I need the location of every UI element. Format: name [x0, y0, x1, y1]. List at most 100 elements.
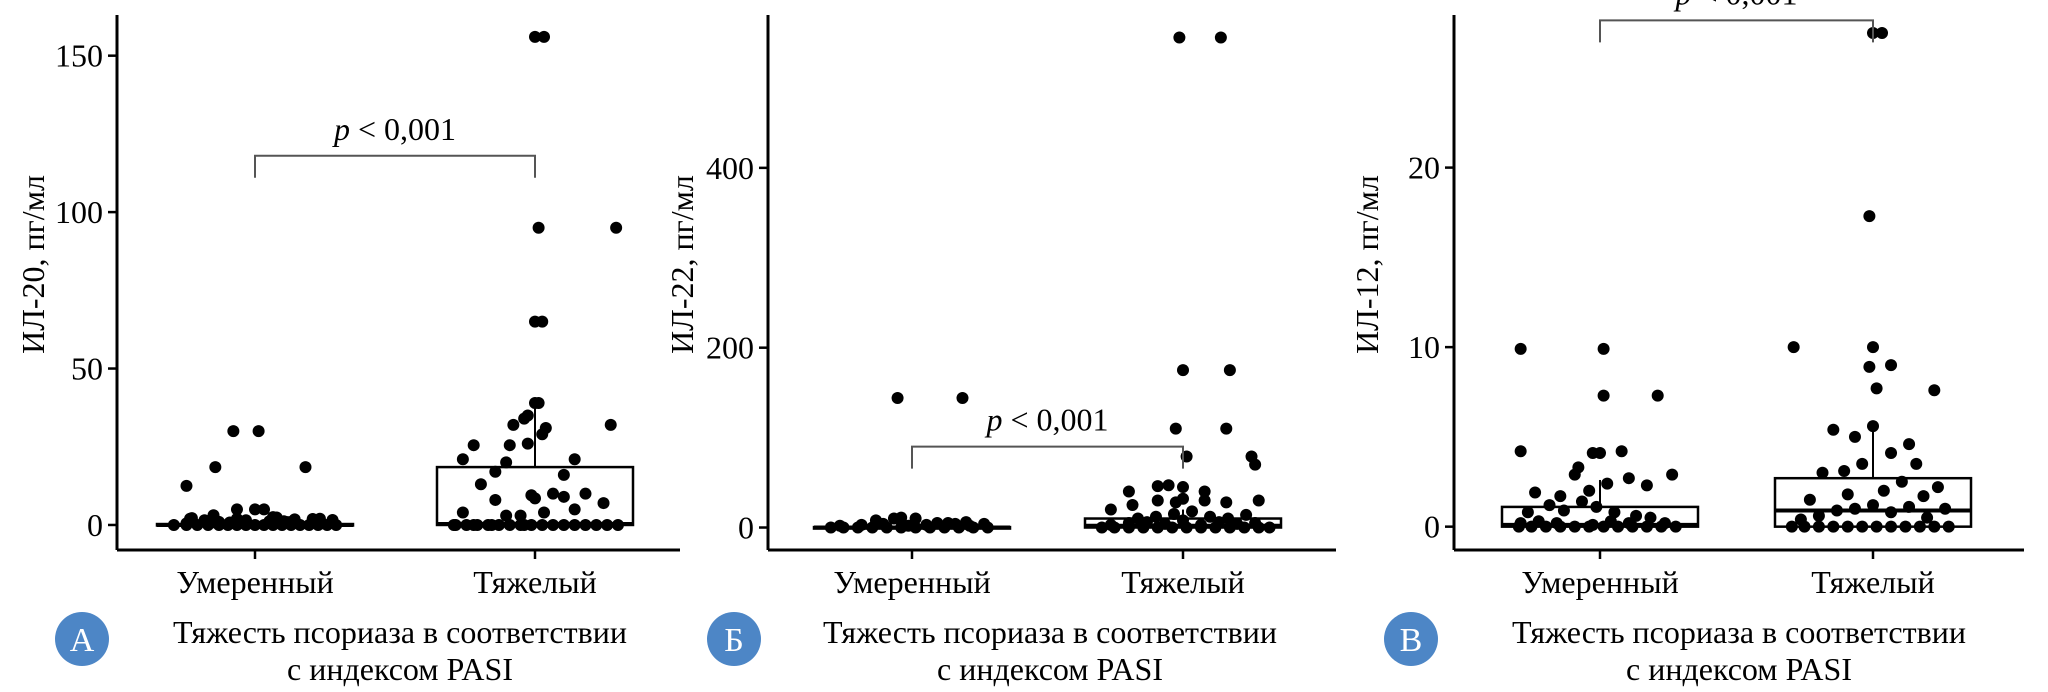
data-point: [1223, 364, 1236, 377]
data-point: [1877, 484, 1890, 497]
data-point: [1928, 520, 1941, 533]
data-point: [1214, 31, 1227, 44]
data-point: [212, 515, 225, 528]
data-point: [249, 518, 261, 531]
data-point: [1122, 485, 1135, 498]
data-point: [1590, 500, 1603, 513]
data-point: [1876, 26, 1889, 39]
data-point: [1841, 488, 1854, 501]
data-point: [1885, 520, 1898, 533]
data-point: [1521, 506, 1534, 519]
y-tick-label: 0: [738, 510, 754, 546]
data-point: [1856, 520, 1869, 533]
data-point: [1586, 518, 1599, 531]
y-tick-label: 20: [1408, 150, 1440, 186]
data-point: [956, 392, 969, 405]
data-point: [521, 409, 534, 422]
x-axis-label-line1: Тяжесть псориаза в соответствии: [173, 614, 627, 650]
data-point: [521, 437, 534, 450]
data-point: [1249, 517, 1262, 530]
data-point: [1827, 423, 1840, 436]
data-point: [485, 518, 498, 531]
x-axis-label-line1: Тяжесть псориаза в соответствии: [823, 614, 1277, 650]
data-point: [1220, 496, 1233, 509]
data-point: [1870, 382, 1883, 395]
data-point: [1658, 517, 1671, 530]
panel-badge: [55, 612, 109, 666]
data-point: [500, 456, 513, 469]
data-point: [532, 396, 545, 409]
data-point: [1158, 517, 1171, 530]
data-point: [315, 517, 328, 530]
data-point: [601, 518, 614, 531]
data-point: [1149, 510, 1162, 523]
data-point: [1169, 422, 1182, 435]
data-point: [1177, 492, 1189, 505]
data-point: [960, 516, 973, 529]
y-axis-label: ИЛ-22, пг/мл: [664, 175, 700, 354]
data-point: [1594, 447, 1606, 460]
data-point: [1816, 466, 1829, 479]
data-point: [949, 517, 962, 530]
data-point: [1848, 430, 1861, 443]
data-point: [180, 479, 193, 492]
data-point: [1666, 468, 1679, 481]
data-point: [1583, 484, 1596, 497]
p-value: < 0,001: [358, 111, 456, 147]
data-point: [1140, 516, 1153, 529]
data-point: [1151, 480, 1164, 493]
data-point: [1572, 461, 1585, 474]
data-point: [1532, 515, 1545, 528]
data-point: [299, 461, 312, 474]
p-value: < 0,001: [1699, 0, 1797, 11]
data-point: [1787, 341, 1800, 354]
data-point: [1867, 341, 1879, 354]
data-point: [1838, 465, 1851, 478]
data-point: [1867, 420, 1879, 433]
data-point: [489, 493, 502, 506]
y-tick-label: 100: [55, 194, 103, 230]
data-point: [978, 517, 991, 530]
data-point: [1615, 445, 1628, 458]
data-point: [1899, 520, 1912, 533]
data-point: [1204, 510, 1217, 523]
data-point: [536, 428, 549, 441]
data-point: [1785, 520, 1798, 533]
data-point: [1568, 520, 1581, 533]
y-tick-label: 0: [87, 507, 103, 543]
data-point: [1803, 493, 1816, 506]
data-point: [529, 30, 541, 43]
data-point: [1597, 342, 1610, 355]
data-point: [1514, 445, 1527, 458]
data-point: [1543, 499, 1556, 512]
x-axis-label-line2: с индексом PASI: [287, 651, 513, 687]
data-point: [1903, 438, 1916, 451]
data-point: [1104, 518, 1117, 531]
data-point: [449, 518, 462, 531]
data-point: [1928, 384, 1941, 397]
data-point: [230, 503, 243, 516]
data-point: [1095, 521, 1108, 534]
data-point: [1830, 504, 1843, 517]
data-point: [538, 506, 551, 519]
significance-label: p < 0,001: [1673, 0, 1797, 11]
data-point: [500, 509, 513, 522]
data-point: [855, 518, 868, 531]
data-point: [568, 518, 581, 531]
x-tick-label: Тяжелый: [473, 564, 597, 600]
significance-bracket: [1599, 19, 1874, 43]
data-point: [456, 506, 469, 519]
data-point: [1198, 485, 1211, 498]
data-point: [869, 514, 882, 527]
data-point: [547, 487, 560, 500]
data-point: [1921, 511, 1934, 524]
data-point: [1640, 520, 1653, 533]
data-point: [590, 518, 603, 531]
data-point: [1222, 512, 1235, 525]
data-point: [1942, 520, 1955, 533]
data-point: [891, 392, 904, 405]
data-point: [503, 439, 516, 452]
data-point: [239, 514, 252, 527]
y-axis-label: ИЛ-12, пг/мл: [1349, 175, 1385, 354]
data-point: [1252, 494, 1265, 507]
